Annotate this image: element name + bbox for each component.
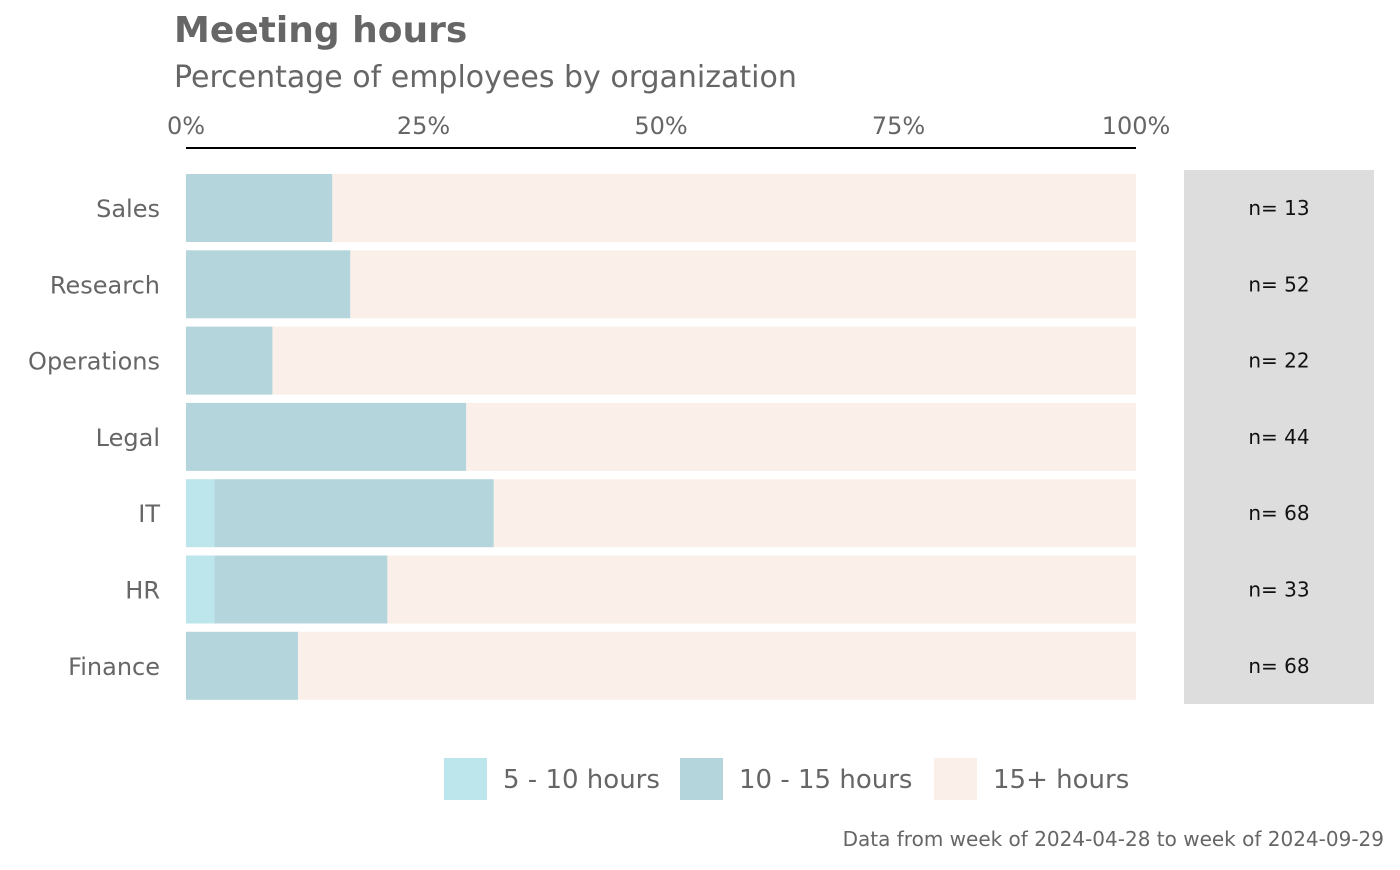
legend-label: 10 - 15 hours xyxy=(739,765,912,795)
category-label: Finance xyxy=(68,653,160,681)
bar-segment xyxy=(186,326,273,395)
chart-title: Meeting hours xyxy=(174,10,467,51)
bar-segment xyxy=(214,479,494,548)
x-tick-label: 75% xyxy=(872,112,925,140)
legend-swatch xyxy=(680,758,723,800)
bar-segment xyxy=(186,402,467,471)
bar-segment xyxy=(350,250,1137,319)
bar-segment xyxy=(186,174,333,242)
category-label: Research xyxy=(50,271,160,299)
chart-subtitle: Percentage of employees by organization xyxy=(174,60,797,95)
x-tick-label: 50% xyxy=(634,112,687,140)
category-label: HR xyxy=(125,577,160,605)
x-axis-ticks: 0% 25% 50% 75% 100% xyxy=(167,112,1170,140)
n-count-label: n= 52 xyxy=(1248,272,1309,296)
category-labels: Sales Research Operations Legal IT HR Finance xyxy=(28,195,160,681)
n-count-label: n= 22 xyxy=(1248,349,1309,373)
bar-segment xyxy=(186,479,215,548)
category-label: Sales xyxy=(96,195,160,223)
legend-swatch xyxy=(934,758,977,800)
category-label: Legal xyxy=(96,424,160,452)
bar-segment xyxy=(272,326,1136,395)
n-count-label: n= 33 xyxy=(1248,578,1309,602)
chart-caption: Data from week of 2024-04-28 to week of … xyxy=(843,827,1384,851)
bar-segment xyxy=(332,174,1136,242)
n-count-label: n= 68 xyxy=(1248,654,1309,678)
n-count-label: n= 44 xyxy=(1248,425,1309,449)
x-tick-label: 25% xyxy=(397,112,450,140)
legend-label: 15+ hours xyxy=(993,765,1129,795)
bar-segment xyxy=(466,402,1136,471)
x-tick-label: 0% xyxy=(167,112,205,140)
n-count-label: n= 68 xyxy=(1248,501,1309,525)
legend-swatch xyxy=(444,758,487,800)
bars xyxy=(186,174,1137,700)
bar-segment xyxy=(186,631,299,700)
n-panel-background xyxy=(1184,170,1374,704)
bar-segment xyxy=(493,479,1136,548)
category-label: IT xyxy=(138,500,160,528)
n-count-label: n= 13 xyxy=(1248,196,1309,220)
bar-segment xyxy=(186,250,351,319)
bar-segment xyxy=(298,631,1137,700)
n-panel: n= 13 n= 52 n= 22 n= 44 n= 68 n= 33 n= 68 xyxy=(1184,170,1374,704)
category-label: Operations xyxy=(28,348,160,376)
bar-segment xyxy=(186,555,215,624)
bar-segment xyxy=(387,555,1136,624)
bar-segment xyxy=(214,555,388,624)
legend-label: 5 - 10 hours xyxy=(503,765,660,795)
x-tick-label: 100% xyxy=(1102,112,1171,140)
legend: 5 - 10 hours 10 - 15 hours 15+ hours xyxy=(444,758,1129,800)
